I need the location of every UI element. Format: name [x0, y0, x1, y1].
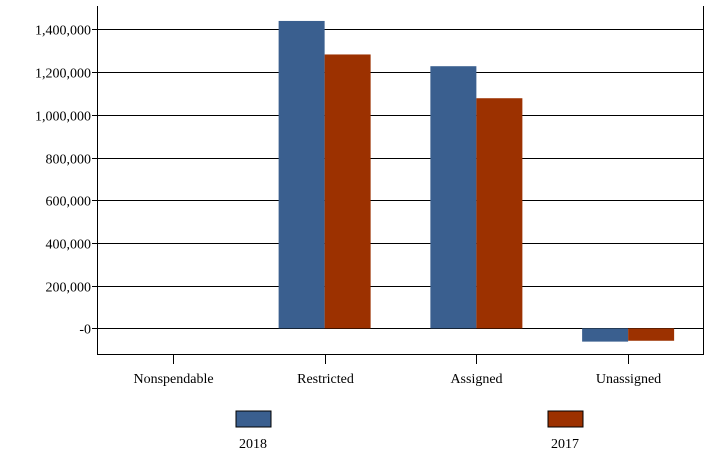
x-category-label: Nonspendable [133, 372, 213, 387]
grid-lines [97, 29, 704, 329]
legend: 2018 2017 [235, 410, 584, 452]
y-tick-label: -0 [79, 323, 91, 338]
bar-2018-assigned [430, 66, 477, 329]
bar-2017-restricted [324, 54, 371, 329]
bar-2018-unassigned [582, 328, 629, 342]
y-tick-label: 1,000,000 [35, 110, 91, 125]
x-category-label: Restricted [297, 372, 354, 387]
bar-2017-assigned [476, 98, 523, 329]
x-category-label: Assigned [450, 372, 502, 387]
x-axis-ticks: Nonspendable Restricted Assigned Unassigned [133, 354, 661, 387]
legend-item-2017: 2017 [547, 410, 584, 452]
legend-swatch [235, 410, 272, 428]
legend-swatch [547, 410, 584, 428]
legend-label: 2017 [551, 437, 579, 452]
legend-item-2018: 2018 [235, 410, 272, 452]
x-category-label: Unassigned [596, 372, 661, 387]
y-tick-label: 400,000 [46, 238, 92, 253]
y-tick-label: 200,000 [46, 281, 92, 296]
legend-label: 2018 [239, 437, 267, 452]
y-tick-label: 600,000 [46, 195, 92, 210]
axes [97, 6, 704, 355]
bar-2017-unassigned [628, 328, 675, 341]
bar-2018-restricted [278, 20, 325, 329]
y-tick-label: 1,400,000 [35, 24, 91, 39]
y-tick-label: 800,000 [46, 153, 92, 168]
y-tick-label: 1,200,000 [35, 67, 91, 82]
y-axis-ticks: -0 200,000 400,000 600,000 800,000 1,000,000 1… [35, 24, 97, 338]
bars [278, 20, 675, 342]
